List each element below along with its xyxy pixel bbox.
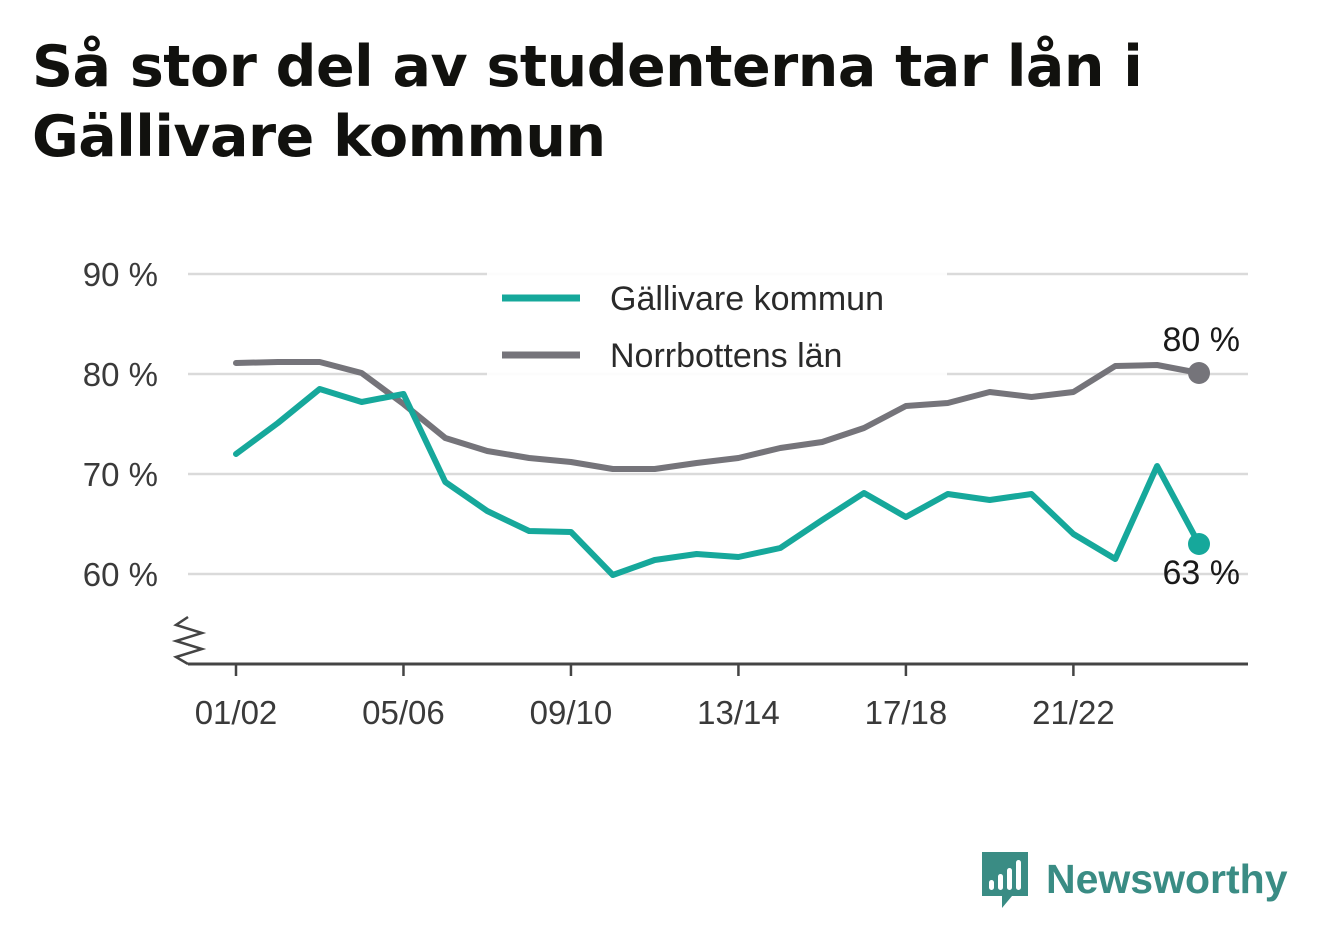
y-tick-label: 70 % <box>83 456 158 493</box>
end-point <box>1188 533 1210 555</box>
x-axis <box>171 615 1248 666</box>
newsworthy-logo-icon <box>982 852 1028 908</box>
brand: Newsworthy <box>980 848 1288 910</box>
end-label-norrbotten: 80 % <box>1163 321 1241 359</box>
series-lines <box>233 359 1210 578</box>
legend-label: Norrbottens län <box>610 337 842 375</box>
x-tick-label: 17/18 <box>865 694 948 731</box>
legend-box <box>487 272 947 376</box>
brand-name: Newsworthy <box>1046 856 1288 902</box>
x-tick-label: 05/06 <box>362 694 445 731</box>
legend-label: Gällivare kommun <box>610 280 884 318</box>
x-tick-label: 01/02 <box>195 694 278 731</box>
legend: Gällivare kommun Norrbottens län <box>487 272 947 376</box>
end-labels: 80 % 63 % <box>1163 321 1241 592</box>
series-line <box>233 386 1202 578</box>
chart-title: Så stor del av studenterna tar lån i Gäl… <box>32 34 1143 170</box>
x-tick-label: 13/14 <box>697 694 780 731</box>
series-line <box>233 359 1202 472</box>
end-point <box>1188 362 1210 384</box>
y-tick-label: 90 % <box>83 256 158 293</box>
y-axis-ticks: 60 % 70 % 80 % 90 % <box>83 256 158 593</box>
end-label-gallivare: 63 % <box>1163 554 1241 592</box>
y-tick-label: 80 % <box>83 356 158 393</box>
x-tick-label: 21/22 <box>1032 694 1115 731</box>
x-axis-ticks: 01/02 05/06 09/10 13/14 17/18 21/22 <box>195 664 1115 731</box>
y-tick-label: 60 % <box>83 556 158 593</box>
x-tick-label: 09/10 <box>530 694 613 731</box>
axis-break-icon <box>171 615 207 666</box>
